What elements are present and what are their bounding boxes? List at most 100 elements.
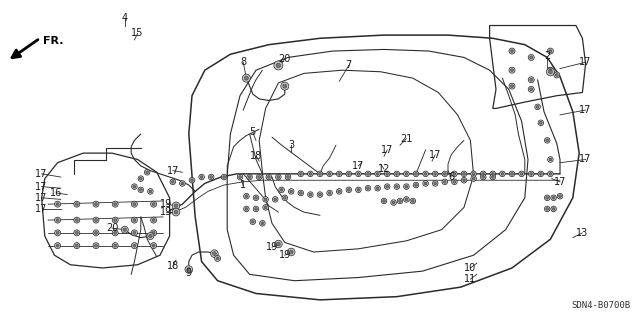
Circle shape [540,122,542,124]
Circle shape [337,189,342,194]
Circle shape [56,244,59,247]
Text: 19: 19 [278,250,291,260]
Circle shape [356,171,361,177]
Circle shape [132,184,137,189]
Circle shape [283,84,287,88]
Circle shape [112,243,118,249]
Circle shape [348,173,350,175]
Text: 17: 17 [554,177,566,187]
Circle shape [138,176,143,182]
Circle shape [396,173,398,175]
Text: 15: 15 [131,28,144,39]
Circle shape [528,86,534,92]
Circle shape [133,244,136,247]
Circle shape [481,171,486,177]
Text: 17: 17 [166,166,179,176]
Circle shape [275,240,282,248]
Circle shape [328,173,331,175]
Text: 13: 13 [576,228,589,238]
Text: 16: 16 [50,188,63,198]
Circle shape [150,243,157,249]
Text: 18: 18 [250,151,262,161]
Circle shape [209,174,214,180]
Circle shape [530,173,532,175]
Circle shape [385,184,390,189]
Circle shape [391,200,396,205]
Circle shape [549,158,552,161]
Circle shape [545,206,550,212]
Circle shape [509,83,515,89]
Text: 1: 1 [240,180,246,190]
Circle shape [536,106,539,108]
Circle shape [76,244,78,247]
Circle shape [76,219,78,222]
Circle shape [375,171,380,177]
Circle shape [258,176,260,178]
Circle shape [338,173,340,175]
Circle shape [528,55,534,60]
Circle shape [210,176,212,178]
Text: 8: 8 [240,57,246,67]
Circle shape [412,200,414,202]
Circle shape [263,204,268,210]
Circle shape [442,179,447,185]
Circle shape [245,208,248,210]
Circle shape [237,174,243,180]
Circle shape [244,193,249,199]
Circle shape [317,192,323,197]
Circle shape [556,73,558,77]
Circle shape [545,137,550,143]
Circle shape [547,68,554,76]
Circle shape [309,173,312,175]
Circle shape [247,174,252,180]
Circle shape [285,174,291,180]
Circle shape [131,201,138,207]
Circle shape [404,197,409,202]
Circle shape [519,171,524,177]
Circle shape [74,230,80,236]
Circle shape [376,187,379,189]
Text: 20: 20 [106,223,118,233]
Circle shape [152,231,155,234]
Text: 18: 18 [166,261,179,271]
Circle shape [114,203,116,206]
Circle shape [54,243,61,249]
Text: 17: 17 [35,204,48,214]
Circle shape [147,233,154,240]
Circle shape [386,185,388,188]
Circle shape [399,200,401,202]
Text: 17: 17 [35,169,48,179]
Circle shape [95,219,97,222]
Circle shape [327,171,332,177]
Circle shape [133,203,136,206]
Circle shape [471,176,476,182]
Circle shape [185,266,193,273]
Text: 5: 5 [250,127,256,137]
Circle shape [95,244,97,247]
Text: 17: 17 [352,161,365,171]
Circle shape [277,176,280,178]
Circle shape [289,189,294,194]
Circle shape [492,173,494,175]
Text: SDN4-B0700B: SDN4-B0700B [571,301,630,310]
Text: 12: 12 [378,164,390,174]
Circle shape [257,174,262,180]
Circle shape [54,230,61,236]
Circle shape [289,250,293,254]
Text: 17: 17 [381,145,394,155]
Circle shape [181,182,184,185]
Circle shape [452,171,457,177]
Circle shape [385,171,390,177]
Circle shape [112,217,118,223]
Circle shape [529,171,534,177]
Circle shape [170,179,175,185]
Circle shape [244,206,249,212]
Circle shape [547,48,554,54]
Circle shape [114,244,116,247]
Circle shape [410,198,415,204]
Circle shape [145,169,150,175]
Circle shape [146,171,148,174]
Circle shape [56,203,59,206]
Circle shape [327,190,332,196]
Circle shape [276,63,281,68]
